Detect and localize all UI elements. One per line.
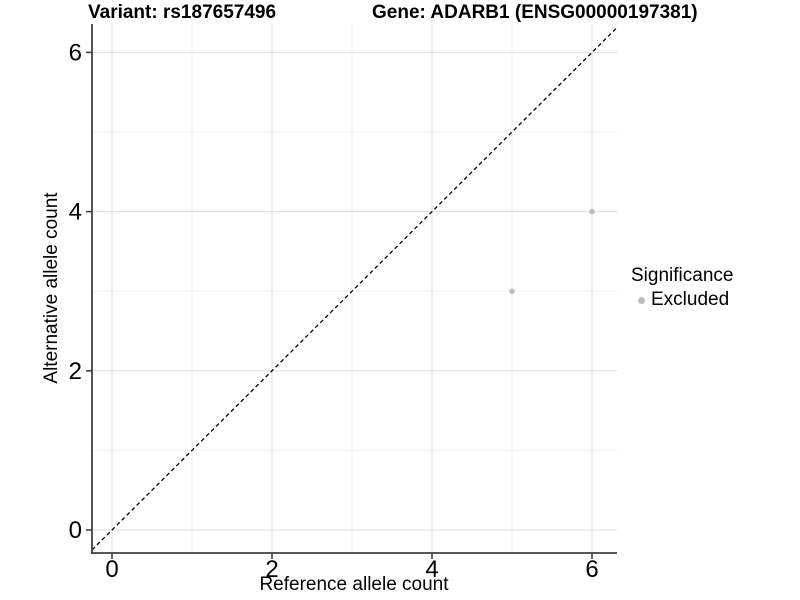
data-point <box>509 288 515 295</box>
y-tick-label: 4 <box>69 199 82 226</box>
y-tick-label: 2 <box>69 358 82 385</box>
identity-dashed-line <box>91 27 618 551</box>
x-tick-label: 0 <box>105 556 118 583</box>
x-tick-label: 6 <box>585 556 598 583</box>
legend-item-label: Excluded <box>651 289 730 310</box>
x-axis-title: Reference allele count <box>259 574 449 595</box>
y-axis-title: Alternative allele count <box>41 192 62 384</box>
data-point <box>589 208 595 215</box>
plot-title-gene: Gene: ADARB1 (ENSG00000197381) <box>372 2 698 23</box>
x-tick-label: 4 <box>425 556 438 583</box>
legend-title: Significance <box>631 265 734 286</box>
y-tick-label: 0 <box>69 517 82 544</box>
y-tick-label: 6 <box>69 39 82 66</box>
legend-item-excluded: Excluded <box>631 289 733 311</box>
plot-title-variant: Variant: rs187657496 <box>88 2 277 23</box>
x-tick-label: 2 <box>265 556 278 583</box>
excluded-point-icon <box>638 296 645 304</box>
legend: Significance Excluded <box>631 265 733 311</box>
